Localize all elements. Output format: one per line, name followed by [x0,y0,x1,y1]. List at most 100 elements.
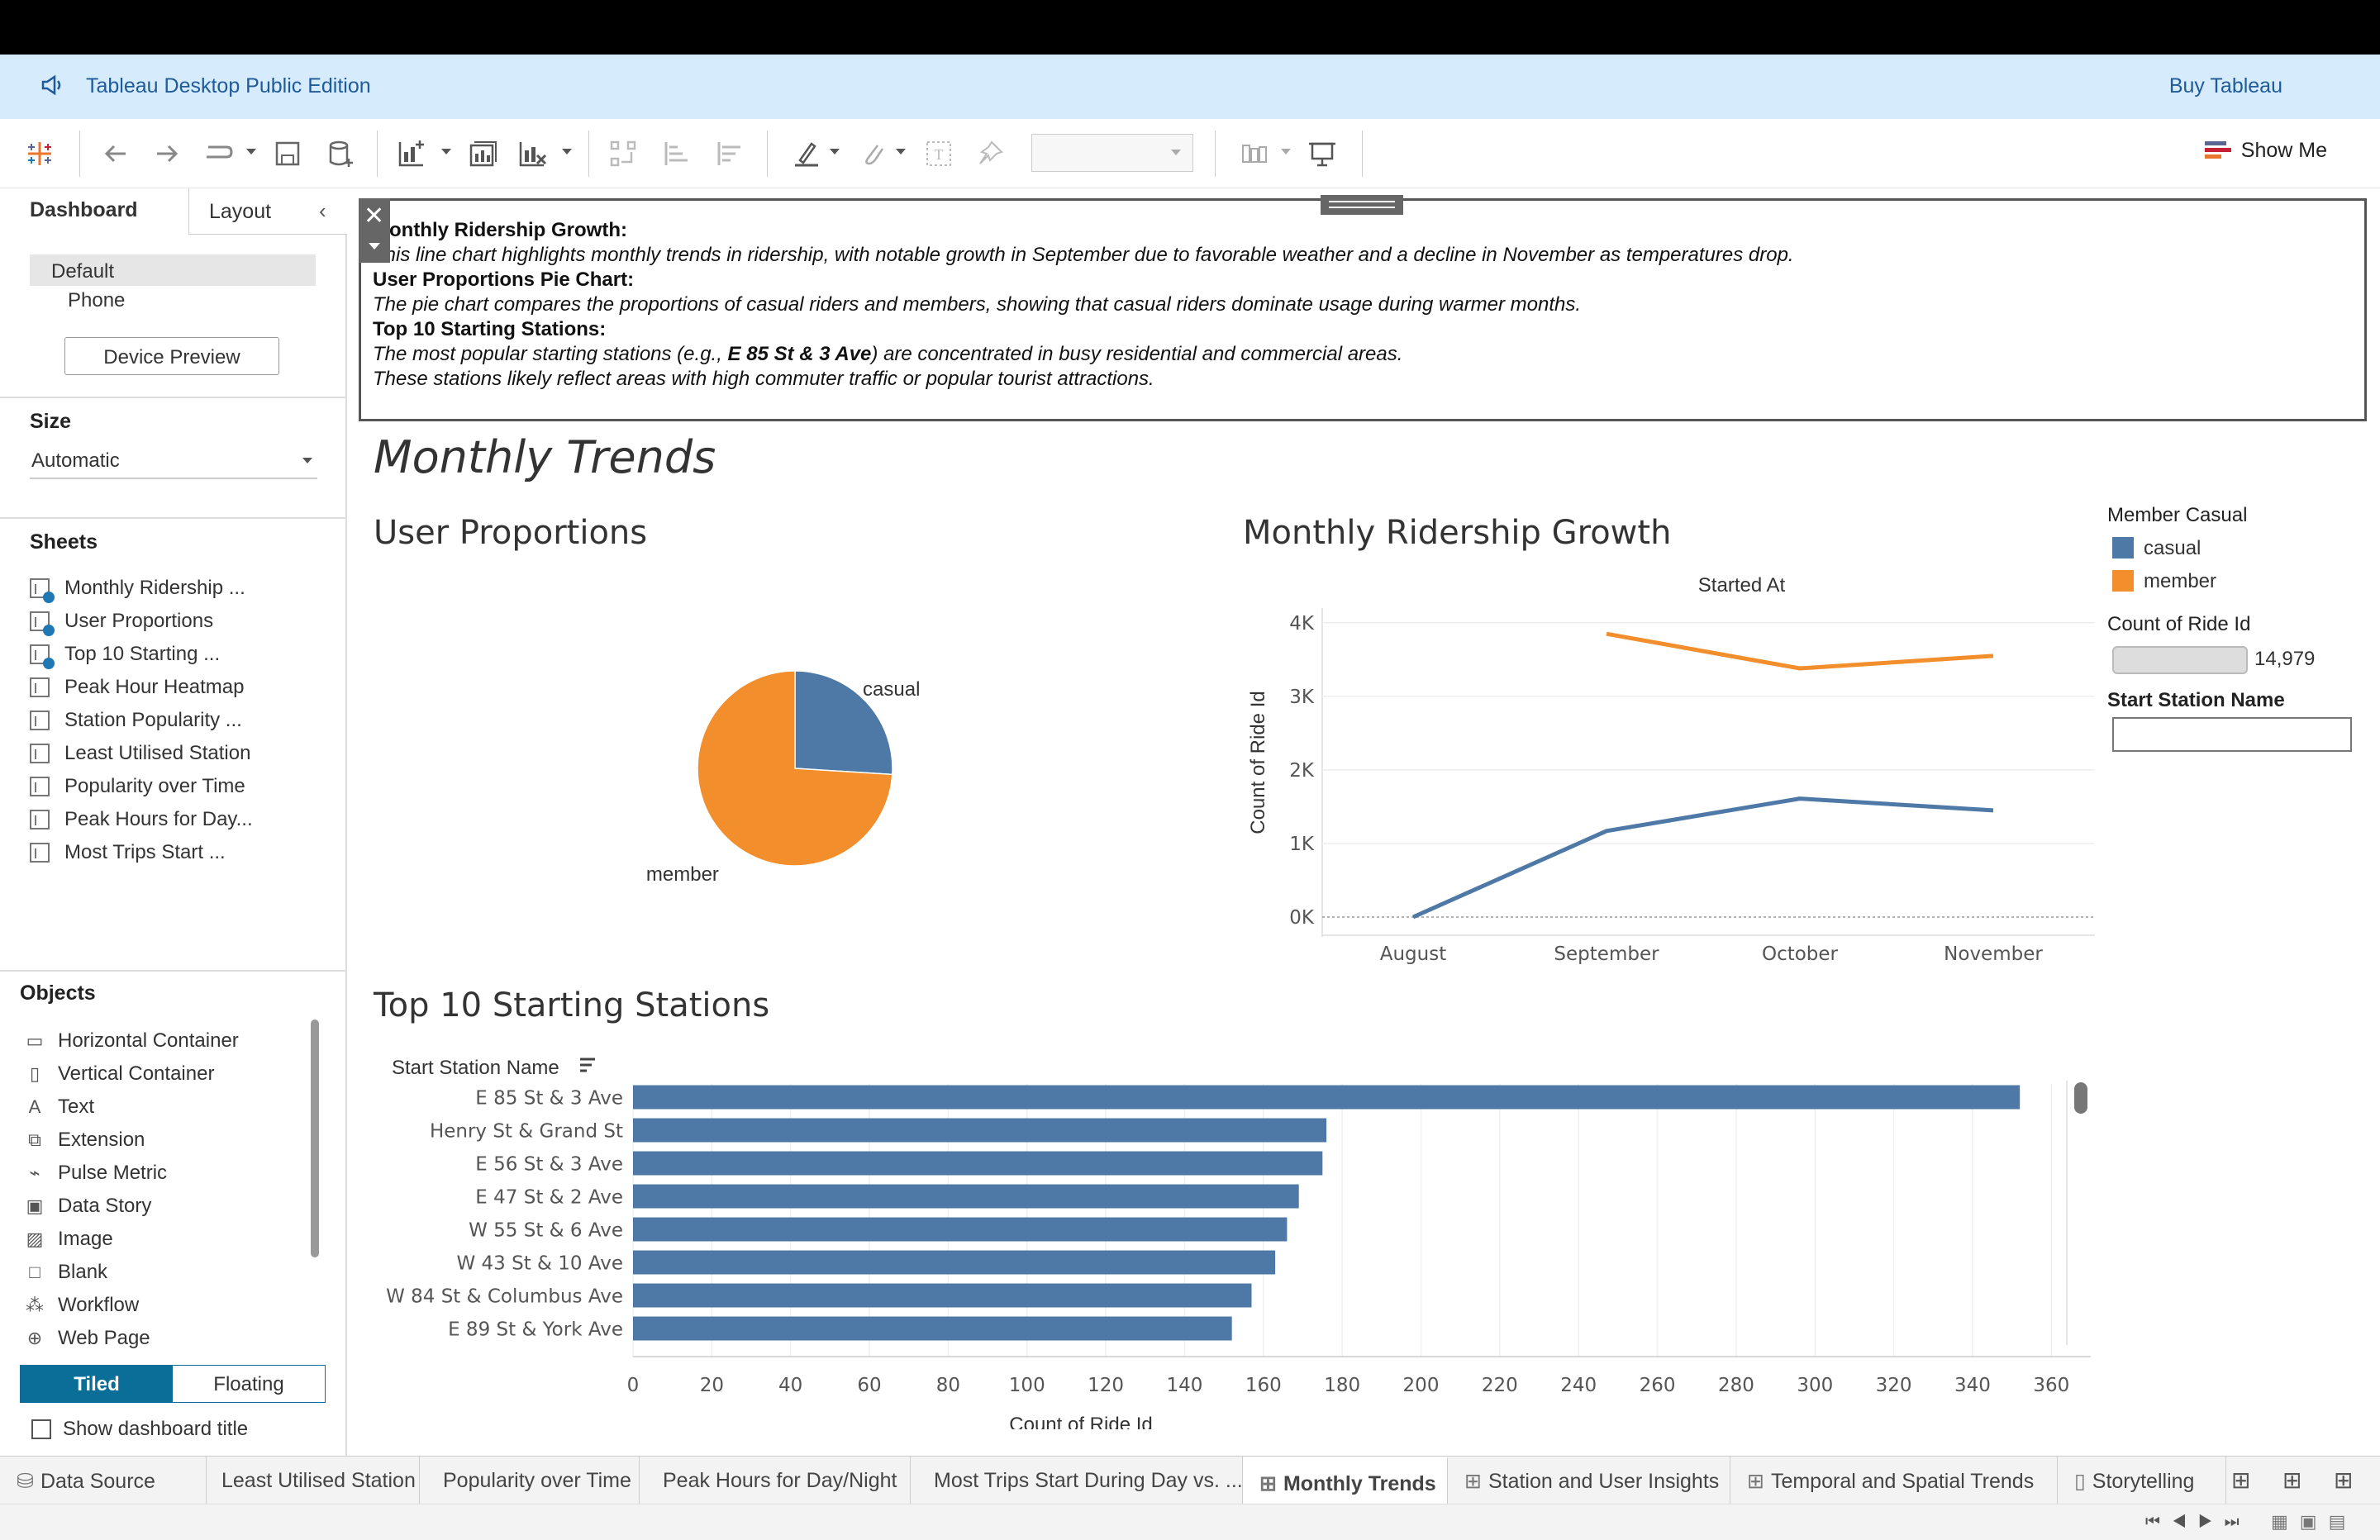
object-item[interactable]: ▨ Image [25,1228,113,1251]
start-station-filter-input[interactable] [2112,717,2352,752]
line-chart-title: Monthly Ridership Growth [1243,514,1672,552]
tiled-button[interactable]: Tiled [21,1366,173,1402]
bar[interactable] [633,1118,1327,1143]
clear-sheet-icon[interactable] [516,137,549,170]
collapse-pane-icon[interactable]: ‹ [319,198,326,223]
size-dropdown[interactable]: Automatic [30,446,317,479]
line-chart[interactable]: Started At 0K 1K 2K 3K 4K August September Octob… [1231,570,2107,975]
highlight-icon[interactable] [790,137,823,170]
buy-tableau-link[interactable]: Buy Tableau [2168,74,2282,97]
left-pane-tabs: Dashboard Layout ‹ [0,188,347,235]
sheet-item[interactable]: Peak Hour Heatmap [30,676,244,699]
objects-scrollbar[interactable] [311,1020,319,1257]
description-text-box[interactable]: Monthly Ridership Growth: This line char… [359,198,2367,421]
new-worksheet-icon[interactable] [395,137,428,170]
sheet-tab[interactable]: ▯ Storytelling [2058,1457,2226,1504]
pin-axes-icon [979,140,1003,164]
worksheet-icon [30,711,50,730]
show-title-checkbox[interactable] [31,1419,51,1439]
sort-icon[interactable] [580,1058,595,1072]
replay-icon[interactable] [202,137,235,170]
sheet-tab[interactable]: ⊞ Monthly Trends [1243,1457,1448,1504]
redo-icon[interactable] [150,137,183,170]
object-item[interactable]: A Text [25,1096,94,1119]
object-item[interactable]: ⊕ Web Page [25,1327,150,1350]
view-mode-icons[interactable]: ▦▣▤ [2271,1511,2358,1532]
object-item[interactable]: ▯ Vertical Container [25,1062,215,1086]
object-item[interactable]: ⌁ Pulse Metric [25,1162,167,1185]
worksheet-icon [30,843,50,863]
presentation-mode-icon[interactable] [1306,137,1339,170]
sheet-item[interactable]: User Proportions [30,610,213,636]
sheet-item[interactable]: Top 10 Starting ... [30,643,220,669]
bar-chart-title: Top 10 Starting Stations [374,986,770,1024]
sheet-item[interactable]: Popularity over Time [30,775,245,798]
floating-button[interactable]: Floating [173,1366,325,1402]
sheet-item[interactable]: Least Utilised Station [30,742,250,765]
pie-slice-casual[interactable] [794,670,893,776]
line-series-casual[interactable] [1411,796,1994,920]
object-item[interactable]: □ Blank [25,1261,107,1284]
pie-slice-member[interactable] [697,670,893,867]
line-series-member[interactable] [1606,631,1994,671]
sheet-item[interactable]: Most Trips Start ... [30,841,226,864]
object-item[interactable]: ⧉ Extension [25,1129,145,1152]
sheet-tab[interactable]: ⛁ Data Source [0,1457,207,1504]
sheet-item[interactable]: Peak Hours for Day... [30,808,253,831]
object-item[interactable]: ▭ Horizontal Container [25,1029,239,1053]
duplicate-sheet-icon[interactable] [466,137,499,170]
group-members-icon [865,145,884,165]
tableau-logo-icon[interactable] [23,137,56,170]
undo-icon[interactable] [99,137,132,170]
legend-label-casual[interactable]: casual [2144,537,2202,559]
pie-chart[interactable]: casual member [578,628,992,909]
x-tick-label: 40 [778,1375,802,1396]
bar[interactable] [633,1085,2021,1110]
sheet-tab[interactable]: Least Utilised Station [207,1457,420,1504]
drag-handle-icon[interactable] [1321,195,1403,215]
device-preview-button[interactable]: Device Preview [64,337,279,375]
sheet-navigation-icons[interactable]: ⏮◀▶⏭ [2145,1513,2251,1531]
bar[interactable] [633,1250,1276,1275]
new-story-tab-icon[interactable]: ⊞ [2334,1467,2354,1493]
legend-label-member[interactable]: member [2144,570,2217,592]
bar-chart-scrollbar[interactable] [2074,1082,2087,1114]
text-ridership-desc: This line chart highlights monthly trend… [373,244,1794,266]
sort-ascending-icon [664,142,688,165]
show-me-button[interactable]: Show Me [2204,139,2327,163]
status-bar: ⏮◀▶⏭ ▦▣▤ [0,1504,2380,1540]
sheet-tab[interactable]: Popularity over Time [420,1457,640,1504]
device-default[interactable]: Default [30,254,316,286]
y-axis-header[interactable]: Start Station Name [392,1057,559,1079]
bar[interactable] [633,1316,1232,1341]
tab-layout[interactable]: Layout [188,188,347,235]
sheet-item[interactable]: Monthly Ridership ... [30,577,245,603]
new-worksheet-tab-icon[interactable]: ⊞ [2231,1467,2251,1493]
tab-dashboard[interactable]: Dashboard [30,198,138,221]
sheet-tab-label: Peak Hours for Day/Night [663,1469,897,1492]
bar-chart[interactable]: 0 20 40 60 80 100 120 140 160 180 200 220 240 260 280 3… [364,1041,2099,1429]
bar[interactable] [633,1217,1288,1242]
new-dashboard-tab-icon[interactable]: ⊞ [2282,1467,2302,1493]
device-phone[interactable]: Phone [68,289,126,311]
sheets-title: Sheets [30,530,98,554]
sheet-tab[interactable]: ⊞ Temporal and Spatial Trends [1730,1457,2058,1504]
object-item[interactable]: ▣ Data Story [25,1195,152,1218]
sheet-tab[interactable]: Peak Hours for Day/Night [640,1457,911,1504]
text-icon: A [28,1096,41,1117]
sheet-item[interactable]: Station Popularity ... [30,709,242,732]
bar[interactable] [633,1283,1252,1308]
dashboard-icon: ⊞ [1259,1472,1277,1495]
save-icon[interactable] [271,137,304,170]
bar[interactable] [633,1184,1299,1209]
text-heading-stations: Top 10 Starting Stations: [373,318,607,340]
close-icon[interactable]: ✕ [364,202,385,230]
sheet-tab[interactable]: ⊞ Station and User Insights [1448,1457,1730,1504]
bar[interactable] [633,1151,1323,1176]
tiled-floating-toggle: Tiled Floating [20,1365,326,1403]
object-item[interactable]: ⁂ Workflow [25,1294,139,1317]
sheet-tab[interactable]: Most Trips Start During Day vs. ... [911,1457,1243,1504]
sheet-item-label: Peak Hours for Day... [64,808,253,830]
new-data-source-icon[interactable] [324,137,357,170]
more-options-icon[interactable] [369,243,380,250]
